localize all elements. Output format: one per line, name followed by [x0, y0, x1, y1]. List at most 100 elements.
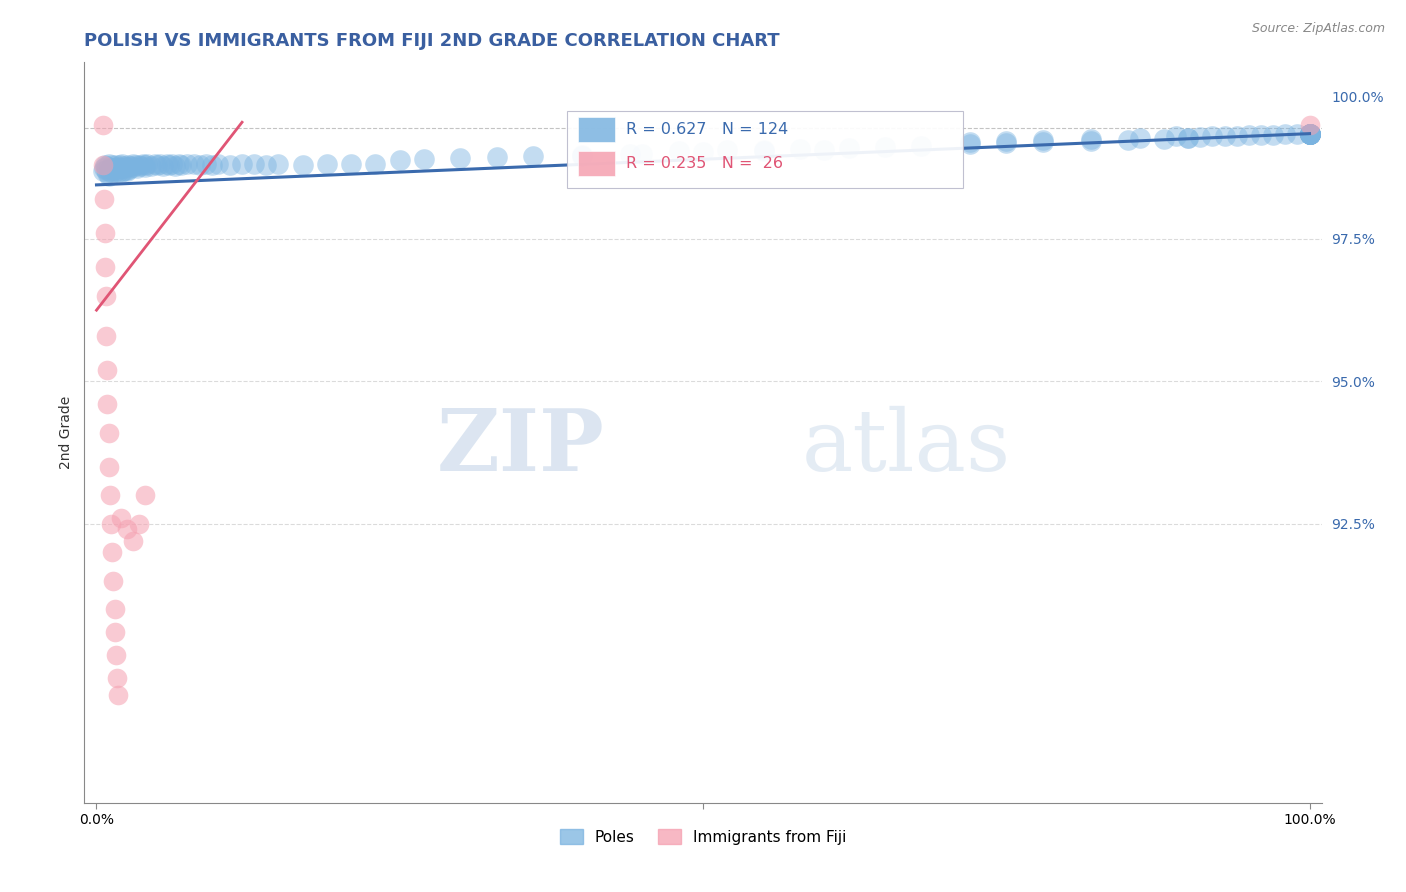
Point: [134, 488, 156, 502]
Point: [134, 160, 156, 174]
Point: [156, 157, 179, 171]
Point: [1298, 127, 1320, 141]
Point: [98, 488, 121, 502]
Point: [571, 149, 593, 163]
Text: atlas: atlas: [801, 406, 1011, 489]
FancyBboxPatch shape: [578, 152, 616, 177]
Point: [104, 624, 127, 639]
Point: [94, 158, 117, 172]
Point: [122, 533, 145, 548]
Point: [1298, 127, 1320, 141]
Point: [96, 328, 118, 343]
Point: [188, 158, 211, 172]
Point: [1298, 127, 1320, 141]
Point: [873, 139, 896, 153]
Point: [108, 158, 131, 172]
Text: POLISH VS IMMIGRANTS FROM FIJI 2ND GRADE CORRELATION CHART: POLISH VS IMMIGRANTS FROM FIJI 2ND GRADE…: [84, 32, 780, 50]
Point: [101, 545, 124, 559]
Point: [1261, 128, 1284, 142]
Text: ZIP: ZIP: [436, 406, 605, 490]
Point: [120, 159, 142, 173]
Point: [101, 158, 124, 172]
Point: [1298, 127, 1320, 141]
Point: [1080, 132, 1102, 146]
Point: [103, 162, 125, 177]
Point: [104, 602, 127, 616]
Point: [267, 157, 290, 171]
Point: [124, 158, 146, 172]
Point: [105, 671, 128, 685]
Point: [100, 165, 122, 179]
Point: [96, 166, 118, 180]
Point: [97, 459, 120, 474]
Point: [115, 163, 138, 178]
Point: [1298, 127, 1320, 141]
Point: [995, 136, 1018, 151]
Point: [107, 688, 129, 702]
Point: [959, 137, 981, 152]
Point: [1129, 130, 1152, 145]
Point: [959, 135, 981, 149]
Point: [291, 158, 314, 172]
Point: [571, 147, 593, 161]
Point: [110, 161, 132, 175]
Point: [91, 163, 114, 178]
Point: [1298, 127, 1320, 141]
Point: [96, 397, 118, 411]
Point: [194, 157, 217, 171]
Point: [111, 157, 134, 171]
Point: [148, 157, 170, 171]
FancyBboxPatch shape: [567, 111, 963, 188]
Point: [136, 157, 159, 171]
Point: [165, 159, 187, 173]
Point: [118, 161, 141, 176]
Point: [128, 516, 150, 531]
Point: [117, 158, 139, 172]
Point: [91, 118, 114, 132]
Point: [122, 160, 145, 174]
Point: [1164, 129, 1187, 144]
Point: [1286, 127, 1309, 141]
Point: [1237, 128, 1260, 143]
Legend: Poles, Immigrants from Fiji: Poles, Immigrants from Fiji: [554, 822, 852, 851]
Point: [105, 162, 128, 177]
Point: [1177, 130, 1199, 145]
Point: [254, 158, 277, 172]
Point: [112, 164, 135, 178]
Point: [838, 141, 860, 155]
Point: [93, 161, 115, 175]
Point: [115, 160, 138, 174]
Point: [995, 134, 1018, 148]
Point: [94, 227, 117, 241]
Point: [97, 163, 120, 178]
Point: [1153, 132, 1175, 146]
Point: [1250, 128, 1272, 143]
Point: [107, 160, 129, 174]
Y-axis label: 2nd Grade: 2nd Grade: [59, 396, 73, 469]
Point: [231, 157, 253, 171]
Point: [813, 143, 835, 157]
Point: [1298, 127, 1320, 141]
Point: [97, 169, 120, 184]
Point: [1298, 127, 1320, 141]
Point: [104, 161, 127, 175]
Point: [1226, 128, 1249, 143]
Point: [752, 143, 775, 157]
Point: [1298, 127, 1320, 141]
Point: [1298, 127, 1320, 141]
Point: [146, 158, 169, 172]
Point: [176, 157, 198, 171]
Point: [207, 157, 229, 171]
Text: R = 0.235   N =  26: R = 0.235 N = 26: [626, 156, 783, 171]
Point: [668, 145, 690, 159]
Point: [413, 153, 436, 167]
Point: [388, 153, 411, 168]
Point: [100, 516, 122, 531]
Point: [1274, 127, 1296, 141]
Point: [449, 151, 471, 165]
Point: [93, 192, 115, 206]
FancyBboxPatch shape: [578, 117, 616, 143]
Point: [167, 157, 190, 171]
Point: [122, 157, 145, 171]
Point: [522, 149, 544, 163]
